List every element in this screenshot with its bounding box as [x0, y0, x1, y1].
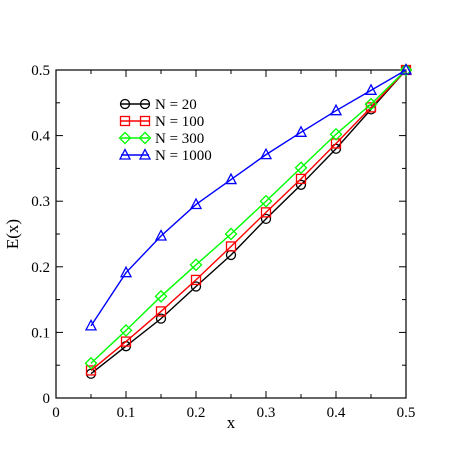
legend-label: N = 20	[155, 97, 197, 113]
x-axis-label: x	[227, 413, 236, 432]
data-point	[294, 161, 308, 175]
series-2	[84, 63, 413, 370]
legend-entry: N = 1000	[118, 148, 212, 164]
y-tick-label: 0.5	[31, 63, 50, 79]
data-point	[224, 172, 238, 185]
x-tick-label: 0.3	[257, 405, 276, 421]
data-point	[259, 194, 273, 208]
legend-label: N = 300	[155, 131, 204, 147]
legend-entry: N = 300	[118, 131, 204, 147]
y-tick-label: 0.2	[31, 260, 50, 276]
y-tick-label: 0.4	[31, 129, 50, 145]
data-point	[85, 365, 97, 376]
data-point	[295, 179, 307, 190]
legend-marker-left	[119, 115, 131, 127]
legend-marker-right	[138, 131, 152, 145]
series-layer	[84, 63, 413, 379]
legend-label: N = 1000	[155, 148, 212, 164]
data-point	[329, 127, 343, 141]
x-tick-label: 0.4	[327, 405, 346, 421]
y-tick-label: 0.3	[31, 194, 50, 210]
y-axis-label: E(x)	[3, 219, 22, 249]
legend-marker-right	[138, 148, 152, 160]
legend-marker-left	[119, 98, 131, 110]
data-point	[119, 324, 133, 337]
series-line	[90, 69, 407, 327]
data-point	[294, 125, 308, 137]
series-3	[84, 63, 413, 331]
series-line	[90, 69, 407, 371]
series-line	[90, 69, 407, 364]
data-point	[84, 318, 98, 331]
data-point	[190, 281, 202, 292]
data-point	[329, 103, 343, 116]
data-point	[259, 147, 273, 160]
legend-entry: N = 100	[119, 114, 204, 130]
data-point	[225, 241, 237, 252]
data-point	[120, 336, 132, 347]
legend-marker-right	[139, 98, 151, 110]
data-point	[155, 306, 167, 317]
series-line	[90, 69, 407, 375]
data-point	[190, 274, 202, 286]
data-point	[364, 83, 378, 95]
data-point	[154, 229, 168, 241]
data-point	[399, 63, 413, 75]
legend-label: N = 100	[155, 114, 204, 130]
legend-marker-right	[139, 115, 151, 127]
data-point	[119, 265, 133, 278]
data-point	[364, 97, 378, 111]
data-point	[295, 173, 307, 185]
data-point	[84, 356, 98, 370]
data-point	[399, 63, 413, 77]
data-point	[260, 213, 272, 225]
y-tick-label: 0.1	[31, 325, 50, 341]
data-point	[155, 313, 167, 324]
x-tick-label: 0.1	[117, 405, 136, 421]
y-tick-label: 0	[43, 391, 51, 407]
axes-ticks: 0 0.1 0.2 0.3 0.4 0.5 0 0.1 0.2 0.3 0.4 0.5	[31, 63, 415, 421]
x-tick-label: 0.2	[187, 405, 206, 421]
x-tick-label: 0.5	[397, 405, 416, 421]
data-point	[189, 197, 203, 210]
data-point	[260, 207, 272, 218]
data-point	[154, 289, 168, 303]
x-tick-label: 0	[52, 405, 60, 421]
data-point	[189, 258, 203, 272]
data-point	[224, 227, 238, 241]
legend-entry: N = 20	[119, 97, 197, 113]
legend-marker-left	[118, 148, 132, 160]
legend-marker-left	[118, 131, 132, 145]
